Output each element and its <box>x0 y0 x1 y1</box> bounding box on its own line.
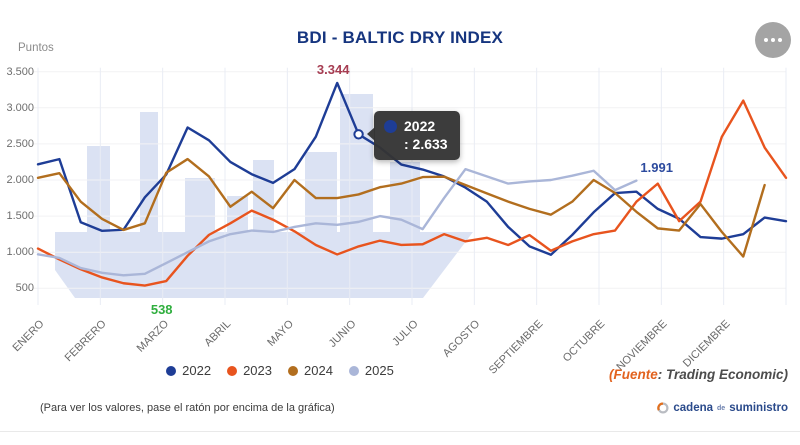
y-tick-label: 2.500 <box>6 137 34 150</box>
hovered-point-marker <box>353 129 364 140</box>
tooltip-value: : 2.633 <box>404 136 448 152</box>
source-note: (Fuente: Trading Economic) <box>609 367 788 382</box>
legend-item-2024[interactable]: 2024 <box>288 363 333 378</box>
logo-word-de: de <box>717 404 726 412</box>
hover-tooltip: 2022 : 2.633 <box>367 111 460 160</box>
y-tick-label: 3.500 <box>6 65 34 78</box>
bottom-divider <box>0 431 800 432</box>
more-options-button[interactable] <box>755 22 791 58</box>
annotation-538: 538 <box>150 301 173 317</box>
legend-dot-2022 <box>166 365 177 376</box>
source-prefix: (Fuente <box>608 367 658 382</box>
series-line-2025 <box>36 167 638 277</box>
legend-item-2025[interactable]: 2025 <box>348 363 394 378</box>
annotation-3344: 3.344 <box>316 61 350 77</box>
source-rest: : Trading Economic) <box>657 367 788 382</box>
annotation-1991: 1.991 <box>640 159 673 175</box>
legend-label-2023: 2023 <box>243 363 272 378</box>
legend-dot-2025 <box>348 365 359 376</box>
logo-word-suministro: suministro <box>729 402 788 414</box>
y-tick-label: 500 <box>15 282 34 295</box>
legend-dot-2023 <box>227 365 238 376</box>
watermark-silhouette <box>55 94 473 298</box>
tooltip-series-label: 2022 <box>404 118 436 134</box>
legend-label-2025: 2025 <box>364 363 394 378</box>
logo-word-cadena: cadena <box>673 402 714 414</box>
logo-swirl-icon <box>657 402 669 414</box>
series-color-dot <box>384 119 397 133</box>
legend-label-2022: 2022 <box>182 363 212 378</box>
ellipsis-icon <box>764 38 768 42</box>
ellipsis-icon <box>778 38 782 42</box>
legend-item-2022[interactable]: 2022 <box>166 363 211 378</box>
y-tick-label: 3.000 <box>6 101 34 114</box>
legend-item-2023[interactable]: 2023 <box>227 363 272 378</box>
y-axis-title: Puntos <box>18 42 54 54</box>
legend-label-2024: 2024 <box>304 363 333 378</box>
series-line-2023 <box>36 99 788 287</box>
cadena-de-suministro-logo[interactable]: cadena de suministro <box>657 402 788 414</box>
y-tick-label: 2.000 <box>6 174 34 186</box>
tooltip-arrow-icon <box>367 127 375 141</box>
hover-hint-note: (Para ver los valores, pase el ratón por… <box>40 402 335 414</box>
legend-dot-2024 <box>288 365 298 376</box>
y-tick-label: 1.000 <box>6 246 34 259</box>
chart-title: BDI - BALTIC DRY INDEX <box>296 28 504 47</box>
y-tick-label: 1.500 <box>6 210 34 223</box>
chart-legend: 2022 2023 2024 2025 <box>0 363 560 378</box>
ellipsis-icon <box>771 38 775 42</box>
series-line-2024 <box>36 157 766 258</box>
